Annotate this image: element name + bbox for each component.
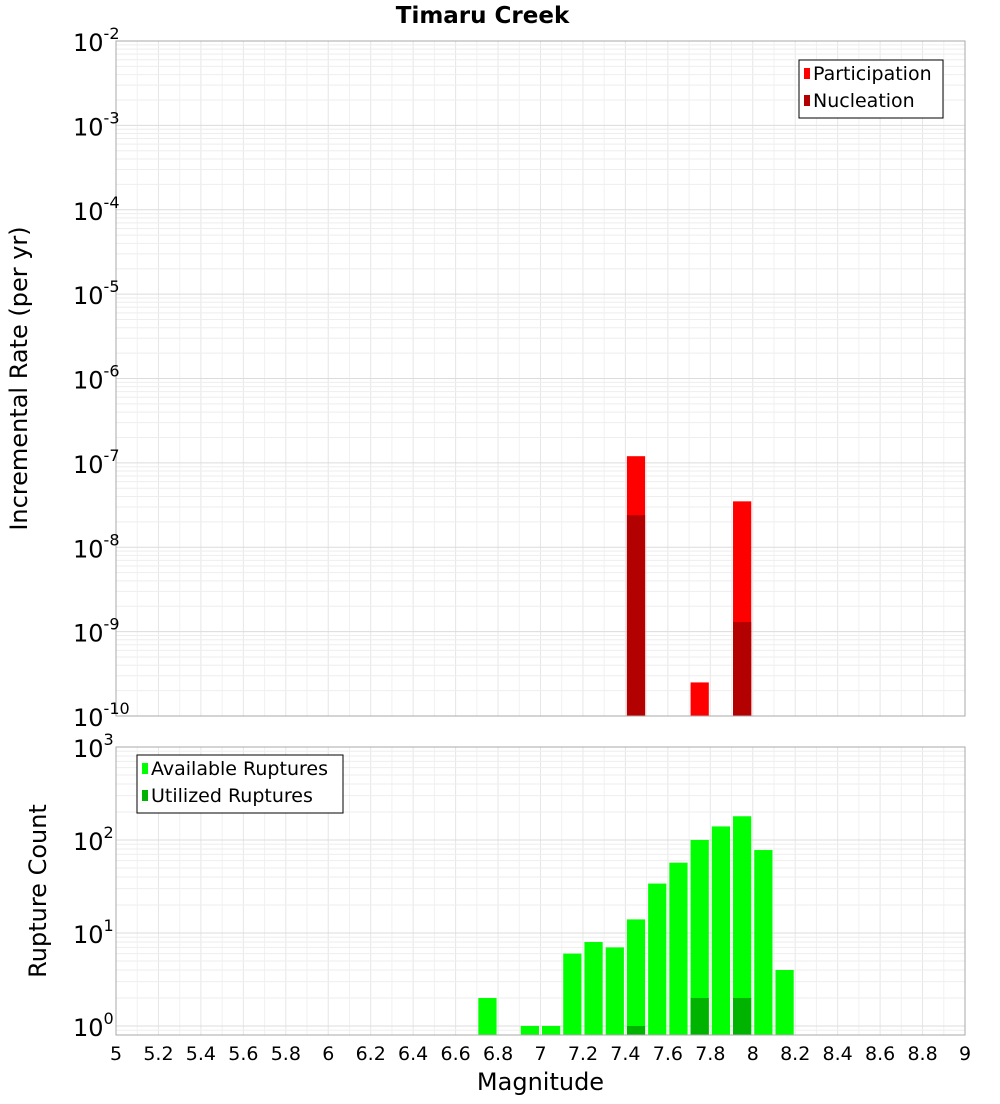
bar-available-ruptures (584, 942, 603, 1035)
bar-available-ruptures (563, 953, 582, 1035)
legend-box (136, 754, 344, 814)
panel-2: 103 102 101 100 Rupture Count Available Ruptu… (24, 730, 966, 1042)
bar-utilized-ruptures (690, 997, 709, 1035)
y-tick-label: 10-3 (73, 108, 120, 141)
legend-label: Utilized Ruptures (151, 785, 313, 807)
x-tick-label: 5.2 (143, 1043, 173, 1065)
y-tick-label: 101 (73, 916, 114, 949)
x-tick-label: 6.6 (440, 1043, 470, 1065)
x-tick-label: 8 (747, 1043, 759, 1065)
x-tick-label: 8.8 (907, 1043, 937, 1065)
bar-available-ruptures (478, 997, 497, 1035)
y-tick-label: 10-6 (73, 362, 120, 395)
bar-available-ruptures (542, 1025, 561, 1035)
bar-utilized-ruptures (626, 1025, 646, 1035)
legend-swatch (804, 68, 810, 79)
bar-available-ruptures (669, 862, 688, 1035)
legend-swatch (142, 790, 148, 801)
y-tick-label: 10-9 (73, 615, 120, 648)
x-tick-label: 7.8 (695, 1043, 725, 1065)
y-tick-label: 10-5 (73, 277, 120, 310)
panel-1: 10-2 10-3 10-4 10-5 10-6 10-7 10-8 10-9 10-10 Inc… (5, 24, 966, 732)
x-tick-label: 7 (534, 1043, 546, 1065)
x-axis-label: Magnitude (477, 1068, 604, 1096)
bar-available-ruptures (626, 919, 646, 1035)
legend: Available Ruptures Utilized Ruptures (136, 754, 344, 814)
bar-nucleation (626, 515, 646, 716)
legend: Participation Nucleation (798, 59, 944, 119)
legend-swatch (142, 763, 148, 774)
plot-border (115, 746, 966, 1036)
x-tick-label: 9 (959, 1043, 971, 1065)
bar-available-ruptures (520, 1025, 539, 1035)
x-tick-label: 5.4 (186, 1043, 216, 1065)
y-axis-label: Rupture Count (24, 804, 52, 978)
y-tick-label: 10-8 (73, 530, 120, 563)
bar-available-ruptures (754, 850, 773, 1035)
x-tick-label: 8.2 (780, 1043, 810, 1065)
legend-label: Participation (813, 63, 932, 85)
bar-available-ruptures (711, 826, 731, 1035)
x-tick-label: 8.6 (865, 1043, 895, 1065)
y-tick-label: 100 (73, 1009, 114, 1042)
bar-available-ruptures (775, 969, 794, 1035)
y-tick-label: 10-7 (73, 446, 120, 479)
x-tick-label: 6.8 (483, 1043, 513, 1065)
plot-border (115, 40, 966, 717)
bar-participation (690, 682, 709, 716)
x-tick-label: 6.4 (398, 1043, 428, 1065)
legend-label: Nucleation (813, 90, 915, 112)
y-tick-label: 10-2 (73, 24, 120, 57)
y-tick-label: 10-10 (73, 699, 130, 732)
legend-swatch (804, 95, 810, 106)
x-tick-label: 5.6 (228, 1043, 258, 1065)
x-tick-label: 7.2 (568, 1043, 598, 1065)
x-tick-label: 8.4 (823, 1043, 853, 1065)
x-tick-label: 5 (110, 1043, 122, 1065)
bar-available-ruptures (605, 947, 624, 1035)
legend-label: Available Ruptures (151, 758, 328, 780)
x-tick-label: 7.4 (610, 1043, 640, 1065)
y-axis-label: Incremental Rate (per yr) (5, 226, 33, 530)
bar-available-ruptures (733, 816, 752, 1035)
chart-title: Timaru Creek (396, 3, 570, 29)
bar-utilized-ruptures (733, 997, 752, 1035)
x-tick-label: 5.8 (271, 1043, 301, 1065)
y-tick-label: 102 (73, 823, 114, 856)
bar-available-ruptures (648, 883, 667, 1035)
legend-box (798, 59, 944, 119)
x-tick-label: 6.2 (356, 1043, 386, 1065)
bar-available-ruptures (690, 839, 709, 1035)
x-tick-label: 6 (322, 1043, 334, 1065)
y-tick-label: 103 (73, 730, 114, 763)
x-tick-label: 7.6 (653, 1043, 683, 1065)
bar-nucleation (733, 622, 752, 716)
y-tick-label: 10-4 (73, 193, 120, 226)
